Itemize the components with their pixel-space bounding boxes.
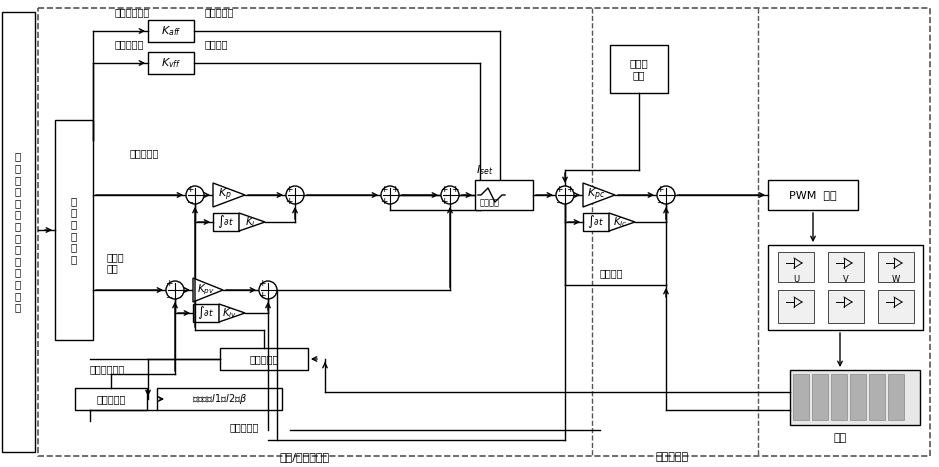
Text: $-$: $-$	[186, 197, 194, 205]
Text: +: +	[440, 197, 448, 205]
Text: W: W	[892, 276, 901, 284]
Bar	[869, 374, 885, 420]
Text: 速度前馈: 速度前馈	[205, 39, 228, 49]
Bar	[610, 45, 668, 93]
Bar	[2, 12, 35, 452]
Text: 电流反馈: 电流反馈	[600, 268, 623, 278]
Circle shape	[166, 281, 184, 299]
Bar	[768, 245, 923, 330]
Bar	[213, 213, 239, 231]
Text: +: +	[392, 184, 399, 193]
Circle shape	[556, 186, 574, 204]
Bar	[850, 374, 866, 420]
Text: $\int\partial t$: $\int\partial t$	[218, 213, 235, 230]
Bar	[193, 304, 219, 322]
Text: 电机: 电机	[834, 433, 847, 443]
Text: $K_p$: $K_p$	[218, 187, 232, 203]
Text: $I_{set}$: $I_{set}$	[476, 163, 493, 177]
Bar	[888, 374, 904, 420]
Text: +: +	[258, 280, 266, 289]
Bar	[75, 388, 147, 410]
Bar	[793, 374, 809, 420]
Text: 速度设
定值: 速度设 定值	[107, 252, 125, 274]
Polygon shape	[193, 278, 223, 302]
Bar	[828, 252, 864, 282]
Text: U: U	[793, 276, 799, 284]
Bar	[148, 52, 194, 74]
Text: PWM  调制: PWM 调制	[789, 190, 837, 200]
Text: +: +	[285, 184, 293, 193]
Circle shape	[381, 186, 399, 204]
Text: $K_i$: $K_i$	[244, 215, 255, 229]
Polygon shape	[239, 213, 265, 231]
Text: $K_{aff}$: $K_{aff}$	[161, 24, 181, 38]
Text: +: +	[440, 184, 448, 193]
Text: +: +	[258, 291, 266, 300]
Bar	[778, 252, 814, 282]
Text: 加速度设定值: 加速度设定值	[115, 7, 150, 17]
Text: $\int\partial t$: $\int\partial t$	[588, 213, 605, 230]
Text: 运
动
轨
迹
规
划: 运 动 轨 迹 规 划	[70, 196, 77, 264]
Text: 位置设定值: 位置设定值	[130, 148, 160, 158]
Bar	[812, 374, 828, 420]
Polygon shape	[213, 183, 245, 207]
Text: 编码器信号: 编码器信号	[250, 354, 279, 364]
Bar	[55, 120, 93, 340]
Text: 观测系数$l1$、$l2$、$\beta$: 观测系数$l1$、$l2$、$\beta$	[192, 392, 248, 406]
Text: V: V	[843, 276, 849, 284]
Circle shape	[657, 186, 675, 204]
Polygon shape	[609, 213, 635, 231]
Text: +: +	[380, 197, 388, 205]
Circle shape	[186, 186, 204, 204]
Text: +: +	[566, 184, 574, 193]
Text: 电流设定值: 电流设定值	[230, 422, 259, 432]
Bar	[475, 180, 533, 210]
Bar	[583, 213, 609, 231]
Circle shape	[441, 186, 459, 204]
Text: 电机位置反馈: 电机位置反馈	[90, 364, 125, 374]
Text: 位置/速度环控制: 位置/速度环控制	[280, 452, 331, 462]
Text: 位
置
、
速
度
指
令
、
运
动
参
数
设
定: 位 置 、 速 度 指 令 、 运 动 参 数 设 定	[15, 152, 21, 312]
Text: 速度设定值: 速度设定值	[115, 39, 145, 49]
Text: $K_{ic}$: $K_{ic}$	[612, 215, 627, 229]
Text: 限流环节: 限流环节	[480, 198, 500, 207]
Text: +: +	[165, 280, 173, 289]
Bar	[831, 374, 847, 420]
Text: $-$: $-$	[555, 197, 563, 205]
Text: +: +	[380, 184, 388, 193]
Bar	[148, 20, 194, 42]
Text: $-$: $-$	[165, 291, 173, 300]
Text: $\int\partial t$: $\int\partial t$	[197, 304, 214, 321]
Text: $K_{pc}$: $K_{pc}$	[587, 187, 606, 203]
Polygon shape	[219, 304, 245, 322]
Bar	[828, 290, 864, 323]
Text: +: +	[656, 184, 664, 193]
Text: 电流偏
移值: 电流偏 移值	[630, 58, 648, 80]
Bar	[778, 290, 814, 323]
Text: $K_{vff}$: $K_{vff}$	[161, 56, 181, 70]
Text: 电流环控制: 电流环控制	[655, 452, 688, 462]
Bar	[790, 370, 920, 425]
Bar	[768, 180, 858, 210]
Text: 加速度前馈: 加速度前馈	[205, 7, 235, 17]
Text: 速度观测器: 速度观测器	[97, 394, 126, 404]
Text: +: +	[285, 197, 293, 205]
Text: +: +	[555, 184, 562, 193]
Text: +: +	[186, 184, 193, 193]
Text: $K_{pv}$: $K_{pv}$	[197, 283, 215, 297]
Polygon shape	[583, 183, 615, 207]
Text: $K_{iv}$: $K_{iv}$	[223, 306, 238, 320]
Bar	[878, 290, 914, 323]
Circle shape	[259, 281, 277, 299]
Circle shape	[286, 186, 304, 204]
Bar	[220, 348, 308, 370]
Bar	[157, 388, 282, 410]
Bar	[878, 252, 914, 282]
Text: +: +	[452, 184, 459, 193]
Text: $-$: $-$	[656, 197, 664, 205]
